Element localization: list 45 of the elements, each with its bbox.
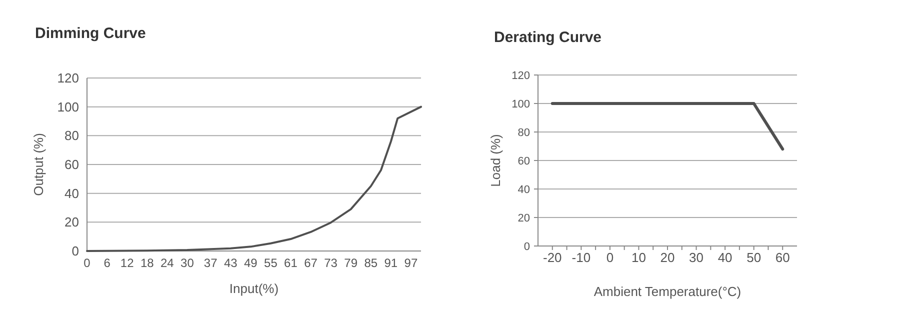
x-tick-label: 61 xyxy=(284,256,298,270)
y-tick-label: 100 xyxy=(512,98,530,110)
x-tick-label: 73 xyxy=(324,256,338,270)
chart-title: Dimming Curve xyxy=(35,25,146,42)
x-tick-label: 79 xyxy=(344,256,358,270)
x-tick-label: 50 xyxy=(746,250,762,265)
y-tick-label: 20 xyxy=(64,214,79,230)
x-axis-title: Ambient Temperature(°C) xyxy=(594,284,742,299)
x-tick-label: 0 xyxy=(84,256,91,270)
x-tick-label: 37 xyxy=(204,256,218,270)
y-tick-label: 40 xyxy=(64,186,79,201)
y-tick-label: 100 xyxy=(57,99,79,114)
x-tick-label: 85 xyxy=(364,256,378,270)
x-tick-label: 55 xyxy=(264,256,278,270)
y-axis-title: Output (%) xyxy=(31,133,46,196)
x-tick-label: 43 xyxy=(224,256,238,270)
x-tick-label: 12 xyxy=(120,256,134,270)
y-tick-label: 120 xyxy=(512,70,530,82)
y-tick-label: 40 xyxy=(518,184,530,196)
y-tick-label: 80 xyxy=(518,126,530,139)
x-tick-label: 20 xyxy=(660,250,675,265)
x-tick-label: 10 xyxy=(631,250,646,265)
x-tick-label: 97 xyxy=(404,256,418,270)
x-tick-label: 24 xyxy=(160,256,174,270)
chart-title: Derating Curve xyxy=(494,29,602,46)
x-tick-label: 30 xyxy=(180,256,194,270)
y-tick-label: 60 xyxy=(64,157,79,172)
x-tick-label: 49 xyxy=(244,256,258,270)
x-tick-label: 40 xyxy=(718,250,732,265)
x-tick-label: 18 xyxy=(140,256,154,270)
y-tick-label: 0 xyxy=(524,240,530,253)
x-tick-label: 6 xyxy=(104,256,111,270)
y-tick-label: 20 xyxy=(518,212,530,224)
y-tick-label: 60 xyxy=(518,155,530,168)
x-tick-label: 67 xyxy=(304,256,318,270)
x-tick-label: 91 xyxy=(384,256,398,270)
x-tick-label: 30 xyxy=(689,250,704,265)
x-tick-label: 0 xyxy=(606,250,614,265)
y-tick-label: 120 xyxy=(57,70,79,86)
x-tick-label: -20 xyxy=(542,250,562,265)
x-axis-title: Input(%) xyxy=(229,281,279,296)
y-tick-label: 80 xyxy=(64,128,79,144)
x-tick-label: -10 xyxy=(572,250,591,265)
x-tick-label: 60 xyxy=(775,250,790,265)
y-axis-title: Load (%) xyxy=(488,134,503,187)
